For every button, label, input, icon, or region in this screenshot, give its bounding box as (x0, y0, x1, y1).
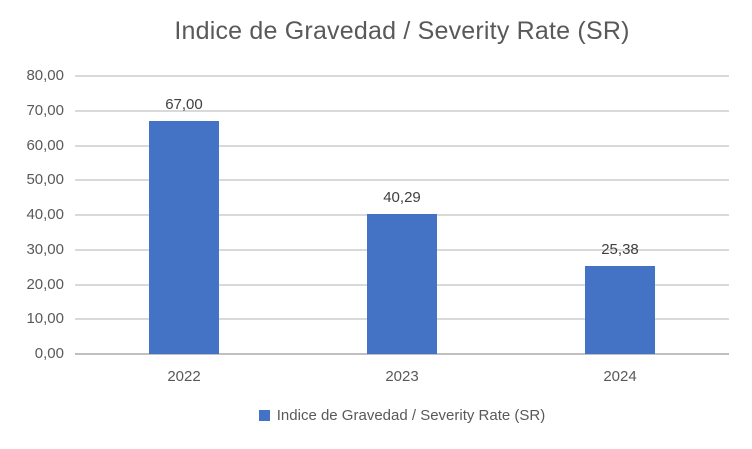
y-tick-label: 80,00 (26, 67, 64, 84)
legend-swatch-icon (258, 410, 270, 421)
data-label-2022: 67,00 (165, 96, 203, 114)
y-tick-label: 60,00 (26, 136, 64, 154)
gridline (75, 179, 729, 182)
gridline (75, 144, 729, 147)
legend: Indice de Gravedad / Severity Rate (SR) (75, 406, 729, 425)
x-axis-line (75, 353, 729, 355)
x-tick-label: 2022 (167, 368, 201, 385)
y-tick-label: 10,00 (26, 310, 64, 328)
legend-label: Indice de Gravedad / Severity Rate (SR) (276, 407, 546, 424)
bar-2024 (585, 265, 655, 354)
y-tick-label: 70,00 (26, 101, 64, 119)
y-tick-label: 30,00 (26, 240, 64, 258)
gridline (75, 109, 729, 112)
data-label-2023: 40,29 (383, 189, 421, 206)
y-tick-label: 0,00 (34, 345, 64, 362)
y-tick-label: 20,00 (26, 275, 64, 293)
y-axis: 80,00 70,00 60,00 50,00 40,00 30,00 20,00 10,00… (0, 67, 64, 362)
plot-area: 67,00 40,29 25,38 (75, 75, 729, 355)
bar-2022 (148, 121, 219, 354)
chart-title: Indice de Gravedad / Severity Rate (SR) (174, 17, 630, 45)
y-tick-label: 50,00 (26, 171, 64, 189)
gridline (75, 75, 729, 77)
y-tick-label: 40,00 (26, 206, 64, 223)
bar-2023 (367, 214, 437, 354)
x-tick-label: 2023 (385, 368, 419, 385)
data-label-2024: 25,38 (601, 240, 639, 258)
x-tick-label: 2024 (603, 368, 637, 385)
x-axis: 2022 2023 2024 (75, 367, 729, 386)
